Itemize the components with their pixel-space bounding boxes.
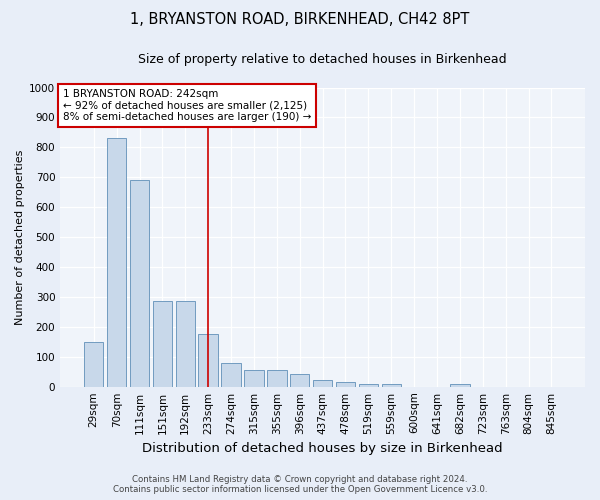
Bar [313,380,332,386]
Bar [176,302,195,386]
Text: Contains HM Land Registry data © Crown copyright and database right 2024.
Contai: Contains HM Land Registry data © Crown c… [113,474,487,494]
Bar [290,374,310,386]
Bar [199,334,218,386]
Bar [336,382,355,386]
Title: Size of property relative to detached houses in Birkenhead: Size of property relative to detached ho… [138,52,507,66]
Bar [359,384,378,386]
X-axis label: Distribution of detached houses by size in Birkenhead: Distribution of detached houses by size … [142,442,503,455]
Bar [267,370,287,386]
Bar [221,364,241,386]
Bar [244,370,263,386]
Bar [382,384,401,386]
Bar [84,342,103,386]
Bar [152,302,172,386]
Text: 1 BRYANSTON ROAD: 242sqm
← 92% of detached houses are smaller (2,125)
8% of semi: 1 BRYANSTON ROAD: 242sqm ← 92% of detach… [63,89,311,122]
Bar [450,384,470,386]
Bar [130,180,149,386]
Y-axis label: Number of detached properties: Number of detached properties [15,150,25,325]
Text: 1, BRYANSTON ROAD, BIRKENHEAD, CH42 8PT: 1, BRYANSTON ROAD, BIRKENHEAD, CH42 8PT [130,12,470,26]
Bar [107,138,127,386]
